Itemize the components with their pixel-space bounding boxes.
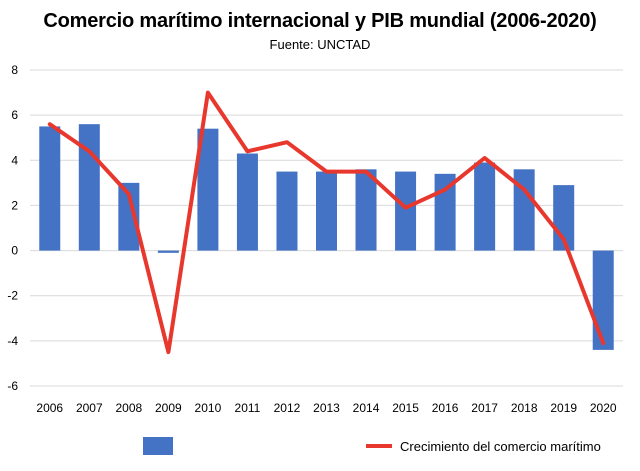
bar-series bbox=[39, 124, 614, 350]
x-tick-label: 2017 bbox=[471, 401, 498, 415]
y-tick-label: 6 bbox=[11, 108, 18, 122]
bar bbox=[118, 182, 140, 251]
x-tick-label: 2011 bbox=[235, 401, 261, 415]
bar bbox=[78, 124, 100, 251]
bar bbox=[157, 250, 179, 253]
gridlines bbox=[30, 69, 623, 387]
bar bbox=[355, 169, 377, 251]
y-tick-label: -6 bbox=[7, 379, 18, 393]
bar bbox=[316, 171, 337, 251]
legend-line-label: Crecimiento del comercio marítimo bbox=[400, 439, 601, 454]
bar bbox=[474, 162, 496, 251]
x-tick-label: 2010 bbox=[195, 401, 222, 415]
line-series bbox=[47, 90, 606, 355]
bar bbox=[236, 153, 258, 251]
x-tick-label: 2020 bbox=[590, 401, 617, 415]
bar bbox=[395, 171, 417, 251]
chart-subtitle: Fuente: UNCTAD bbox=[269, 37, 371, 52]
y-tick-label: 0 bbox=[11, 244, 18, 258]
x-tick-label: 2008 bbox=[115, 401, 142, 415]
x-tick-label: 2016 bbox=[432, 401, 459, 415]
x-tick-label: 2013 bbox=[313, 401, 340, 415]
x-tick-label: 2006 bbox=[36, 401, 63, 415]
x-tick-label: 2015 bbox=[392, 401, 419, 415]
bar bbox=[592, 250, 614, 350]
bar bbox=[276, 171, 298, 251]
y-tick-label: 2 bbox=[11, 198, 18, 212]
bar bbox=[513, 169, 535, 251]
bar bbox=[197, 128, 219, 251]
x-tick-label: 2018 bbox=[511, 401, 538, 415]
y-axis: -6 -4 -2 0 2 4 6 8 bbox=[7, 63, 18, 393]
y-tick-label: 8 bbox=[11, 63, 18, 77]
x-axis: 2006 2007 2008 2009 2010 2011 2012 2013 2014 2015… bbox=[36, 401, 616, 415]
y-tick-label: -2 bbox=[7, 289, 18, 303]
legend: Crecimiento del comercio marítimo bbox=[143, 437, 601, 455]
legend-bar-swatch bbox=[143, 437, 173, 455]
x-tick-label: 2019 bbox=[550, 401, 577, 415]
x-tick-label: 2009 bbox=[155, 401, 182, 415]
chart-title: Comercio marítimo internacional y PIB mu… bbox=[43, 10, 597, 32]
x-tick-label: 2014 bbox=[353, 401, 380, 415]
x-tick-label: 2007 bbox=[76, 401, 103, 415]
bar bbox=[39, 126, 61, 251]
x-tick-label: 2012 bbox=[274, 401, 301, 415]
y-tick-label: 4 bbox=[11, 153, 18, 167]
y-tick-label: -4 bbox=[7, 334, 18, 348]
